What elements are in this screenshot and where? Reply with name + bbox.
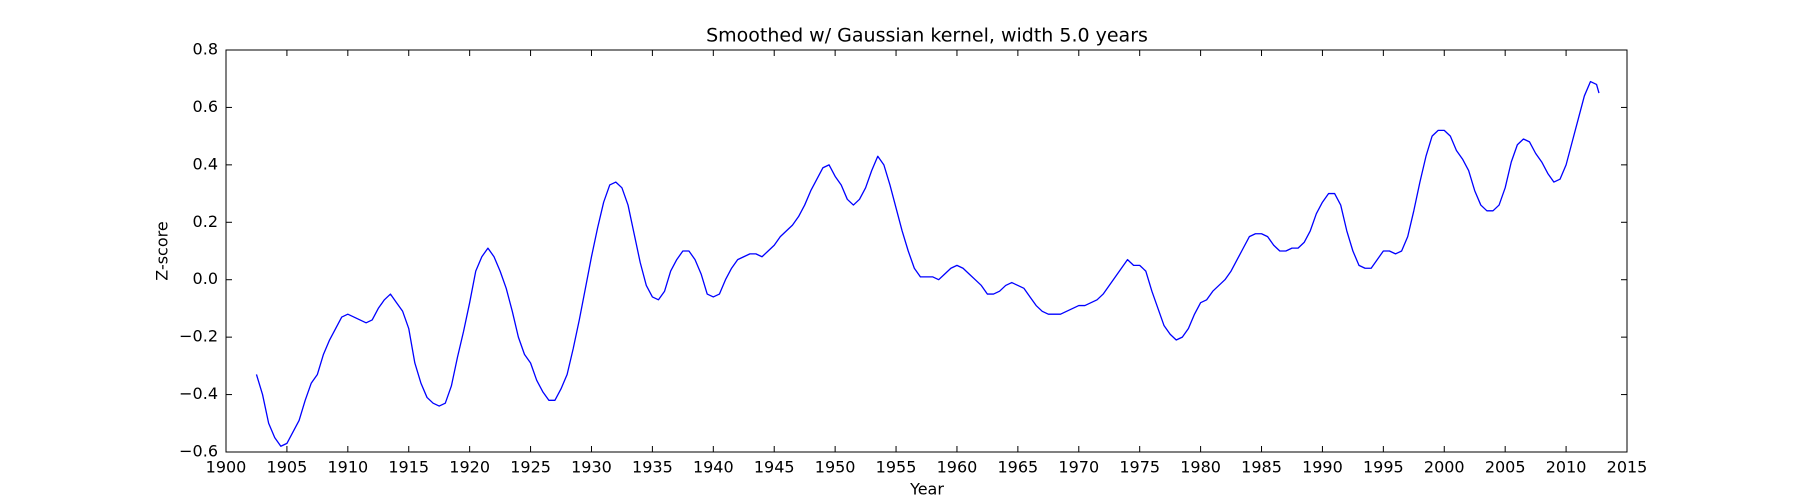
y-tick-label: 0.2: [193, 212, 218, 231]
x-tick-label: 1935: [632, 458, 673, 477]
plot-frame: [225, 49, 1628, 453]
x-tick-label: 2005: [1485, 458, 1526, 477]
x-tick-label: 1955: [876, 458, 917, 477]
y-axis-label: Z-score: [153, 221, 172, 280]
y-tick-label: 0.0: [193, 269, 218, 288]
x-tick-label: 1995: [1363, 458, 1404, 477]
x-tick-label: 2015: [1607, 458, 1648, 477]
x-tick-label: 1990: [1302, 458, 1343, 477]
x-tick-label: 1975: [1119, 458, 1160, 477]
x-tick-label: 1930: [571, 458, 612, 477]
x-tick-label: 1960: [937, 458, 978, 477]
y-tick-label: 0.4: [193, 154, 218, 173]
x-tick-label: 2000: [1424, 458, 1465, 477]
x-tick-label: 1925: [510, 458, 551, 477]
x-tick-label: 1905: [267, 458, 308, 477]
data-line: [255, 80, 1600, 447]
x-tick-label: 1970: [1058, 458, 1099, 477]
x-tick-label: 1945: [754, 458, 795, 477]
y-tick-label: −0.6: [179, 442, 218, 461]
x-axis-label: Year: [909, 480, 944, 499]
chart-title: Smoothed w/ Gaussian kernel, width 5.0 y…: [706, 25, 1148, 47]
y-tick-label: −0.2: [179, 327, 218, 346]
y-tick-label: 0.6: [193, 97, 218, 116]
x-tick-label: 1985: [1241, 458, 1282, 477]
x-tick-label: 1950: [815, 458, 856, 477]
x-tick-label: 1940: [693, 458, 734, 477]
x-tick-label: 1915: [388, 458, 429, 477]
x-tick-label: 1965: [998, 458, 1039, 477]
y-tick-label: −0.4: [179, 384, 218, 403]
x-tick-label: 1910: [327, 458, 368, 477]
x-tick-label: 1920: [449, 458, 490, 477]
x-tick-label: 1900: [206, 458, 247, 477]
x-tick-label: 2010: [1546, 458, 1587, 477]
y-tick-label: 0.8: [193, 40, 218, 59]
x-tick-label: 1980: [1180, 458, 1221, 477]
